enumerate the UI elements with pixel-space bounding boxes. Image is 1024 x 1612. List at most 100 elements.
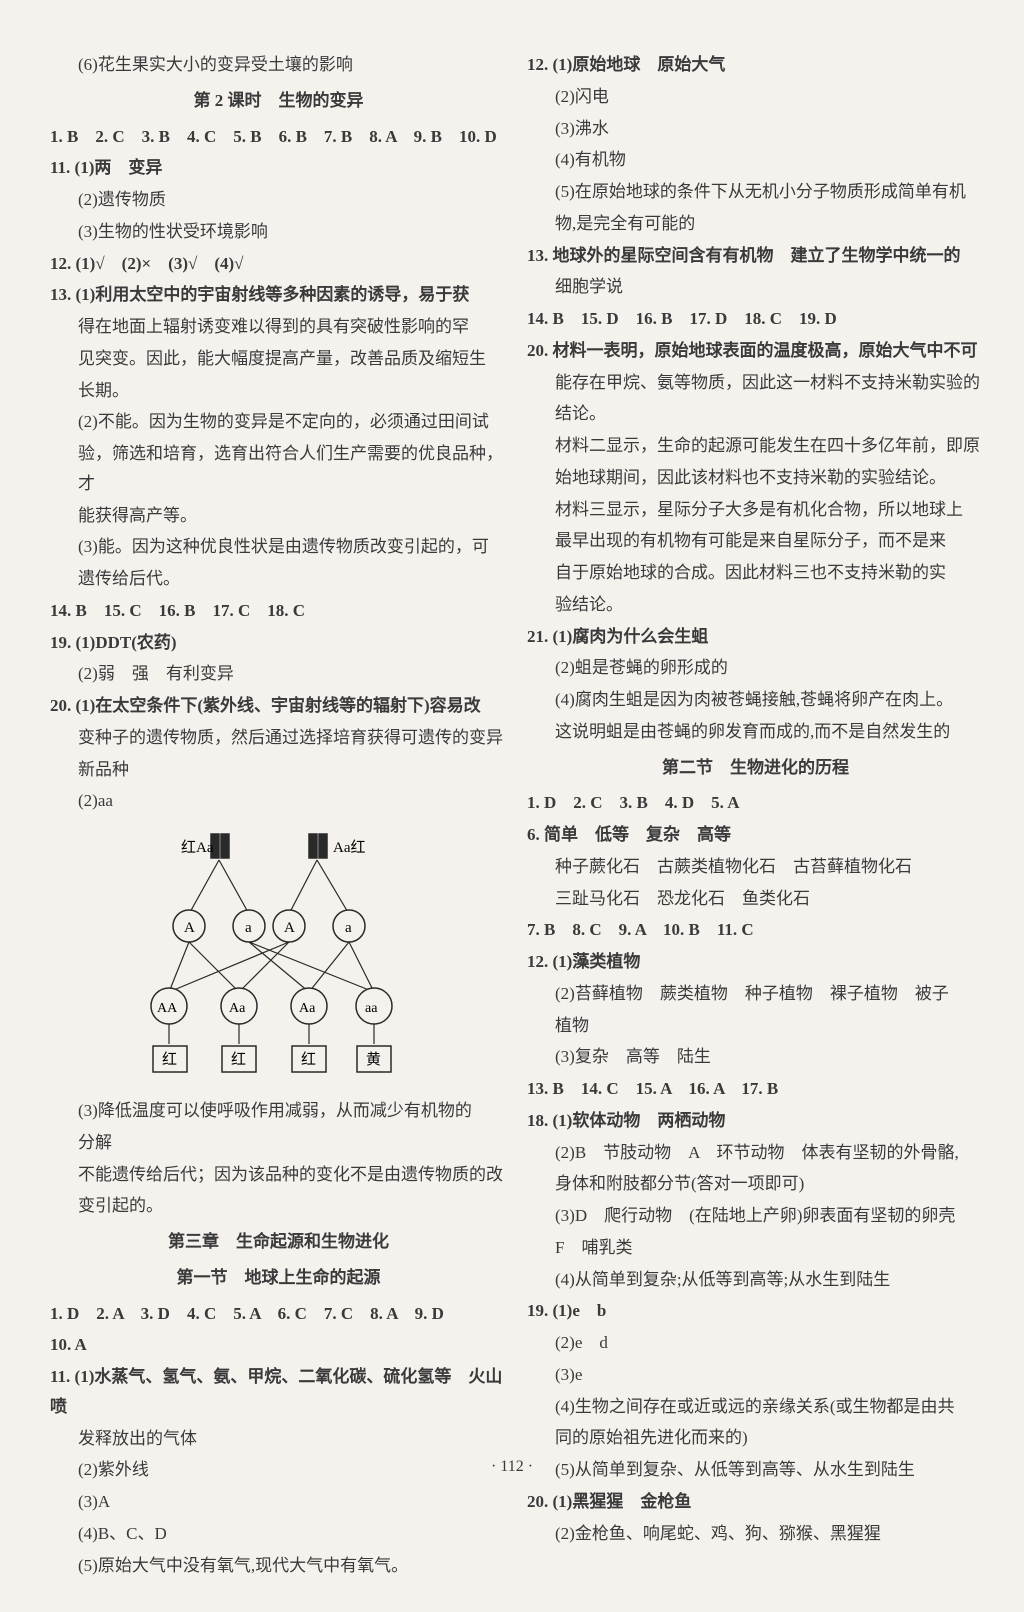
diagram-label: 红 xyxy=(301,1051,316,1068)
answer-line: 1. D 2. A 3. D 4. C 5. A 6. C 7. C 8. A … xyxy=(50,1299,507,1329)
text-line: (4)有机物 xyxy=(527,145,984,175)
text-line: (3)能。因为这种优良性状是由遗传物质改变引起的，可 xyxy=(50,532,507,562)
right-column: 12. (1)原始地球 原始大气 (2)闪电 (3)沸水 (4)有机物 (5)在… xyxy=(527,50,984,1582)
diagram-label: 红 xyxy=(162,1051,177,1068)
diagram-label: A xyxy=(284,920,295,936)
section-title: 第二节 生物进化的历程 xyxy=(527,753,984,783)
diagram-label: a xyxy=(245,920,252,936)
answer-line: 13. 地球外的星际空间含有有机物 建立了生物学中统一的 xyxy=(527,241,984,271)
answer-line: 11. (1)水蒸气、氢气、氨、甲烷、二氧化碳、硫化氢等 火山喷 xyxy=(50,1362,507,1422)
text-line: 材料二显示，生命的起源可能发生在四十多亿年前，即原 xyxy=(527,431,984,461)
answer-line: 19. (1)DDT(农药) xyxy=(50,628,507,658)
text-line: 结论。 xyxy=(527,399,984,429)
text-line: 不能遗传给后代；因为该品种的变化不是由遗传物质的改 xyxy=(50,1160,507,1190)
text-line: (2)苔藓植物 蕨类植物 种子植物 裸子植物 被子 xyxy=(527,979,984,1009)
text-line: 发释放出的气体 xyxy=(50,1424,507,1454)
text-line: (3)D 爬行动物 (在陆地上产卵)卵表面有坚韧的卵壳 xyxy=(527,1201,984,1231)
text-line: 见突变。因此，能大幅度提高产量，改善品质及缩短生 xyxy=(50,344,507,374)
answer-line: 13. (1)利用太空中的宇宙射线等多种因素的诱导，易于获 xyxy=(50,280,507,310)
text-line: (6)花生果实大小的变异受土壤的影响 xyxy=(50,50,507,80)
text-line: (3)e xyxy=(527,1360,984,1390)
diagram-label: A xyxy=(184,920,195,936)
text-line: 物,是完全有可能的 xyxy=(527,209,984,239)
diagram-label: a xyxy=(345,920,352,936)
answer-line: 11. (1)两 变异 xyxy=(50,153,507,183)
answer-line: 21. (1)腐肉为什么会生蛆 xyxy=(527,622,984,652)
answer-line: 12. (1)√ (2)× (3)√ (4)√ xyxy=(50,249,507,279)
diagram-label: aa xyxy=(365,1001,378,1016)
text-line: (4)腐肉生蛆是因为肉被苍蝇接触,苍蝇将卵产在肉上。 xyxy=(527,685,984,715)
text-line: (2)弱 强 有利变异 xyxy=(50,659,507,689)
text-line: (5)原始大气中没有氧气,现代大气中有氧气。 xyxy=(50,1551,507,1581)
answer-line: 14. B 15. D 16. B 17. D 18. C 19. D xyxy=(527,304,984,334)
text-line: (2)不能。因为生物的变异是不定向的，必须通过田间试 xyxy=(50,407,507,437)
answer-line: 12. (1)原始地球 原始大气 xyxy=(527,50,984,80)
answer-line: 20. (1)黑猩猩 金枪鱼 xyxy=(527,1487,984,1517)
answer-line: 1. D 2. C 3. B 4. D 5. A xyxy=(527,788,984,818)
text-line: (3)复杂 高等 陆生 xyxy=(527,1042,984,1072)
text-line: (3)沸水 xyxy=(527,114,984,144)
section-title: 第 2 课时 生物的变异 xyxy=(50,86,507,116)
section-title: 第一节 地球上生命的起源 xyxy=(50,1263,507,1293)
answer-line: 1. B 2. C 3. B 4. C 5. B 6. B 7. B 8. A … xyxy=(50,122,507,152)
text-line: 同的原始祖先进化而来的) xyxy=(527,1423,984,1453)
answer-line: 6. 简单 低等 复杂 高等 xyxy=(527,820,984,850)
text-line: (2)蛆是苍蝇的卵形成的 xyxy=(527,653,984,683)
answer-line: 12. (1)藻类植物 xyxy=(527,947,984,977)
text-line: 自于原始地球的合成。因此材料三也不支持米勒的实 xyxy=(527,558,984,588)
text-line: (2)e d xyxy=(527,1328,984,1358)
text-line: (3)生物的性状受环境影响 xyxy=(50,217,507,247)
section-title: 第三章 生命起源和生物进化 xyxy=(50,1227,507,1257)
answer-line: 10. A xyxy=(50,1330,507,1360)
text-line: F 哺乳类 xyxy=(527,1233,984,1263)
diagram-label: AA xyxy=(157,1001,178,1016)
text-line: 遗传给后代。 xyxy=(50,564,507,594)
text-line: (4)B、C、D xyxy=(50,1519,507,1549)
text-line: 能存在甲烷、氨等物质，因此这一材料不支持米勒实验的 xyxy=(527,368,984,398)
text-line: 长期。 xyxy=(50,376,507,406)
text-line: 最早出现的有机物有可能是来自星际分子，而不是来 xyxy=(527,526,984,556)
text-line: (3)降低温度可以使呼吸作用减弱，从而减少有机物的 xyxy=(50,1096,507,1126)
answer-line: 14. B 15. C 16. B 17. C 18. C xyxy=(50,596,507,626)
answer-line: 18. (1)软体动物 两栖动物 xyxy=(527,1106,984,1136)
text-line: 植物 xyxy=(527,1011,984,1041)
answer-line: 19. (1)e b xyxy=(527,1296,984,1326)
text-line: 种子蕨化石 古蕨类植物化石 古苔藓植物化石 xyxy=(527,852,984,882)
text-line: 验结论。 xyxy=(527,590,984,620)
diagram-label: 黄 xyxy=(366,1051,381,1068)
text-line: 变种子的遗传物质，然后通过选择培育获得可遗传的变异 xyxy=(50,723,507,753)
text-line: (2)遗传物质 xyxy=(50,185,507,215)
text-line: (3)A xyxy=(50,1487,507,1517)
answer-line: 13. B 14. C 15. A 16. A 17. B xyxy=(527,1074,984,1104)
diagram-label: 红 xyxy=(231,1051,246,1068)
answer-line: 7. B 8. C 9. A 10. B 11. C xyxy=(527,915,984,945)
text-line: 三趾马化石 恐龙化石 鱼类化石 xyxy=(527,884,984,914)
text-line: 细胞学说 xyxy=(527,272,984,302)
text-line: 变引起的。 xyxy=(50,1191,507,1221)
text-line: (2)闪电 xyxy=(527,82,984,112)
answer-line: 20. 材料一表明，原始地球表面的温度极高，原始大气中不可 xyxy=(527,336,984,366)
text-line: 得在地面上辐射诱变难以得到的具有突破性影响的罕 xyxy=(50,312,507,342)
diagram-label: Aa xyxy=(299,1001,316,1016)
text-line: 这说明蛆是由苍蝇的卵发育而成的,而不是自然发生的 xyxy=(527,717,984,747)
text-line: (2)aa xyxy=(50,786,507,816)
answer-line: 20. (1)在太空条件下(紫外线、宇宙射线等的辐射下)容易改 xyxy=(50,691,507,721)
text-line: 分解 xyxy=(50,1128,507,1158)
text-line: (5)在原始地球的条件下从无机小分子物质形成简单有机 xyxy=(527,177,984,207)
text-line: 始地球期间，因此该材料也不支持米勒的实验结论。 xyxy=(527,463,984,493)
text-line: (2)B 节肢动物 A 环节动物 体表有坚韧的外骨骼, xyxy=(527,1138,984,1168)
text-line: (4)生物之间存在或近或远的亲缘关系(或生物都是由共 xyxy=(527,1392,984,1422)
text-line: 材料三显示，星际分子大多是有机化合物，所以地球上 xyxy=(527,495,984,525)
page-number: · 112 · xyxy=(0,1458,1024,1476)
left-column: (6)花生果实大小的变异受土壤的影响 第 2 课时 生物的变异 1. B 2. … xyxy=(50,50,507,1582)
text-line: (2)金枪鱼、响尾蛇、鸡、狗、猕猴、黑猩猩 xyxy=(527,1519,984,1549)
text-line: 身体和附肢都分节(答对一项即可) xyxy=(527,1169,984,1199)
text-line: 新品种 xyxy=(50,755,507,785)
diagram-label: 红Aa xyxy=(181,839,214,856)
text-line: 能获得高产等。 xyxy=(50,501,507,531)
text-line: (4)从简单到复杂;从低等到高等;从水生到陆生 xyxy=(527,1265,984,1295)
diagram-label: Aa红 xyxy=(333,839,366,856)
text-line: 验，筛选和培育，选育出符合人们生产需要的优良品种，才 xyxy=(50,439,507,499)
genetics-diagram: 红Aa Aa红 A a A a xyxy=(119,826,439,1086)
diagram-label: Aa xyxy=(229,1001,246,1016)
